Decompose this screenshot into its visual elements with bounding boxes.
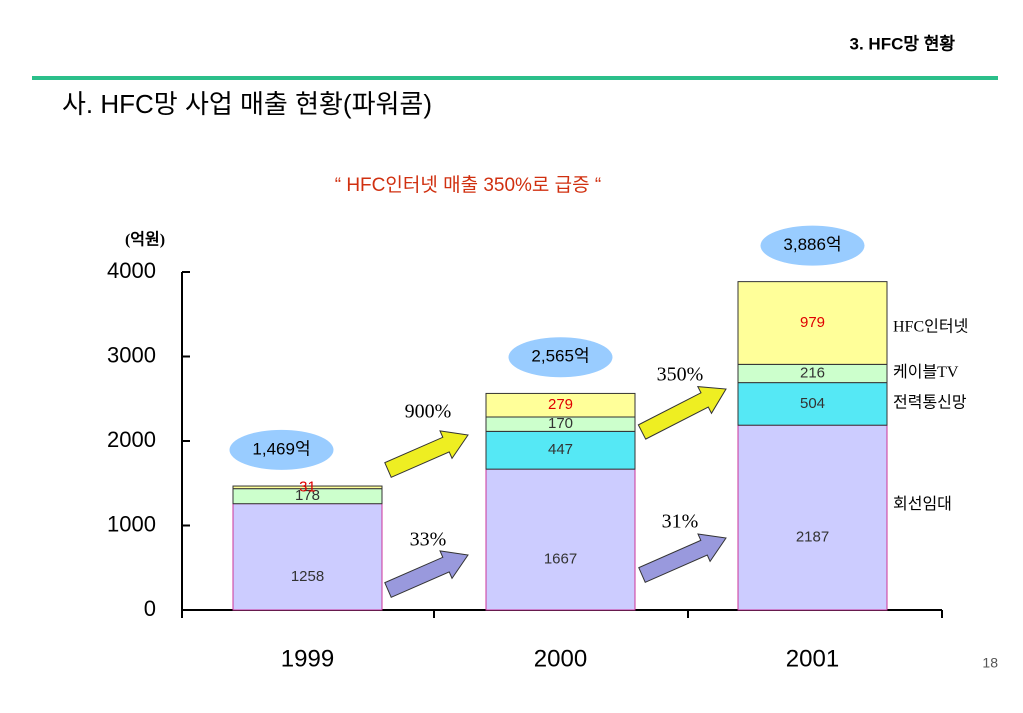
unit-label: (억원): [125, 230, 165, 249]
bar-segment: [485, 468, 636, 611]
data-label: 170: [548, 415, 573, 432]
data-label: 31: [299, 478, 316, 495]
growth-rate: 900%: [405, 401, 452, 423]
data-label: 1258: [291, 568, 324, 585]
x-tick-label: 2000: [534, 645, 587, 672]
growth-rate: 350%: [657, 364, 704, 386]
total-label: 2,565억: [531, 347, 589, 366]
growth-arrow: [638, 533, 727, 583]
data-label: 447: [548, 441, 573, 458]
data-label: 1667: [544, 551, 577, 568]
legend-label: 회선임대: [893, 495, 952, 513]
bar-segment: [485, 430, 636, 470]
growth-arrow: [637, 386, 727, 440]
y-tick-label: 0: [144, 596, 156, 621]
legend-label: HFC인터넷: [893, 318, 968, 336]
data-label: 178: [295, 487, 320, 504]
total-label: 3,886억: [783, 235, 841, 254]
bar-segment: [232, 503, 383, 611]
y-tick-label: 2000: [107, 427, 156, 452]
total-bubble: [229, 429, 334, 470]
y-tick-label: 1000: [107, 511, 156, 536]
section-title: 3. HFC망 현황: [850, 34, 956, 53]
legend-label: 케이블TV: [893, 363, 959, 381]
x-tick-label: 1999: [281, 645, 334, 672]
bar-segment: [737, 382, 888, 426]
total-bubble: [508, 337, 613, 378]
data-label: 504: [800, 395, 825, 412]
bar-segment: [485, 392, 636, 418]
data-label: 2187: [796, 529, 829, 546]
growth-arrow: [384, 430, 469, 478]
chart-title: “ HFC인터넷 매출 350%로 급증 “: [335, 174, 602, 196]
data-label: 216: [800, 364, 825, 381]
slide-heading: 사. HFC망 사업 매출 현황(파워콤): [62, 89, 432, 119]
bar-segment: [232, 485, 383, 490]
y-tick-label: 3000: [107, 342, 156, 367]
bar-segment: [737, 424, 888, 611]
data-label: 279: [548, 396, 573, 413]
total-bubble: [760, 225, 865, 266]
growth-rate: 33%: [410, 529, 447, 551]
growth-rate: 31%: [662, 511, 699, 533]
y-tick-label: 4000: [107, 258, 156, 283]
bar-segment: [737, 281, 888, 365]
total-label: 1,469억: [252, 439, 310, 458]
growth-arrow: [384, 550, 469, 598]
data-label: 979: [800, 314, 825, 331]
legend-label: 전력통신망: [893, 394, 967, 412]
page-number: 18: [982, 655, 998, 671]
x-tick-label: 2001: [786, 645, 839, 672]
